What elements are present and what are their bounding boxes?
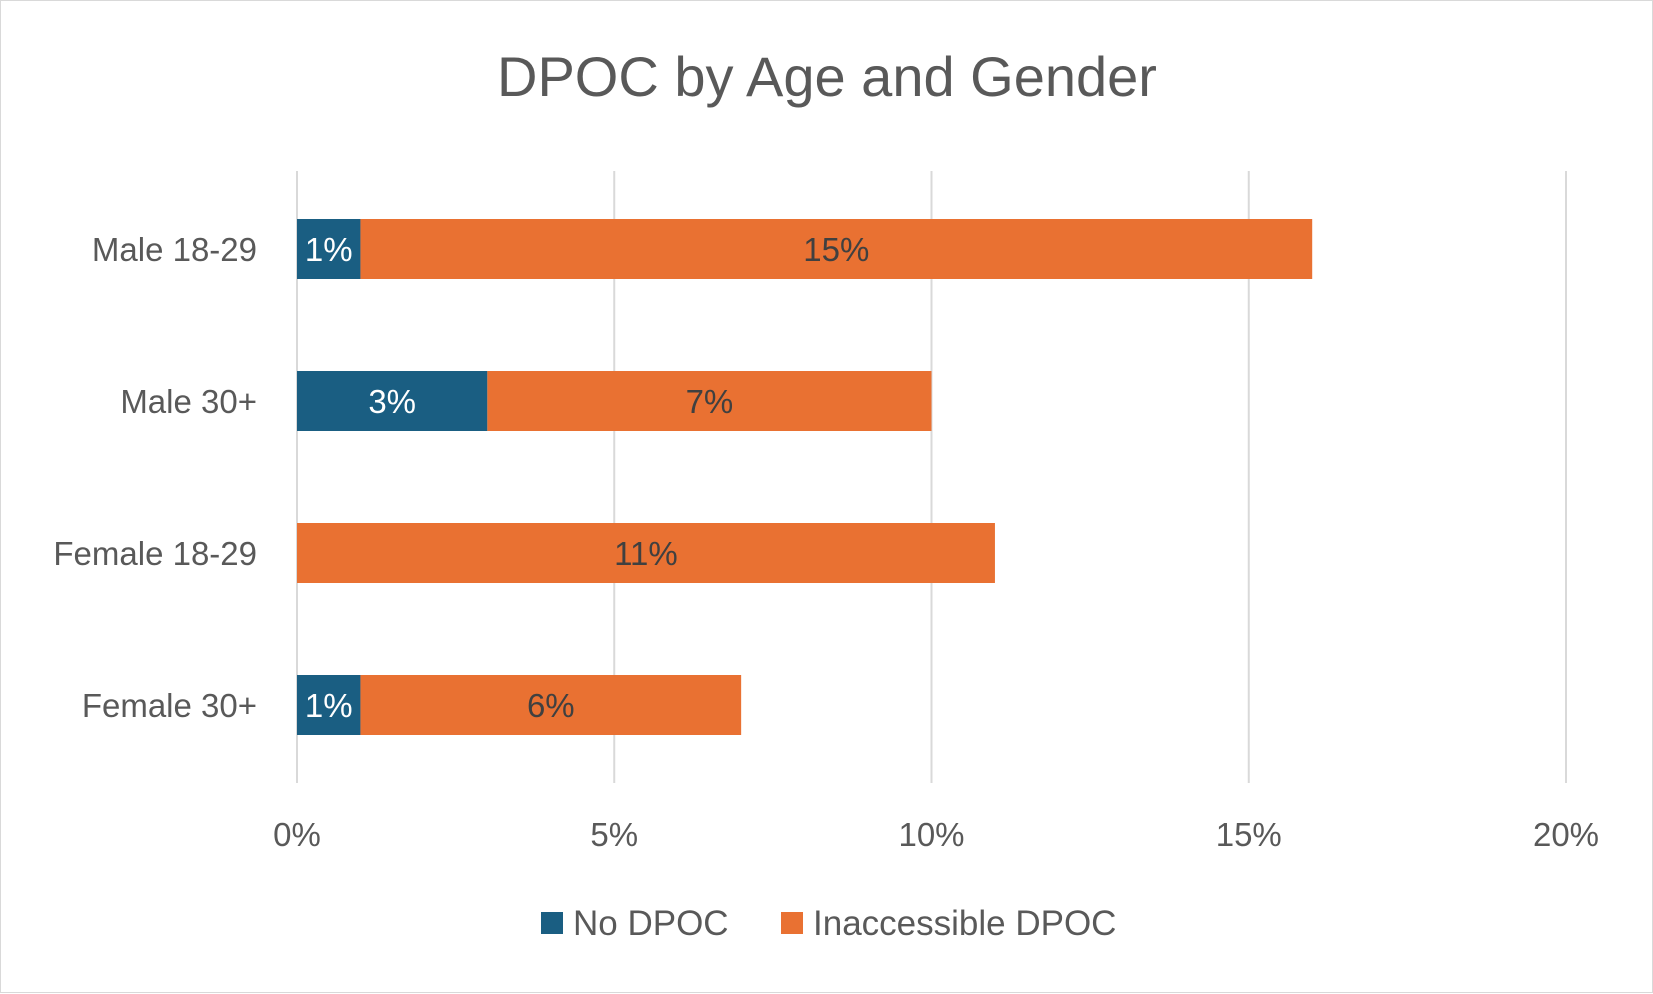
data-label: 1% (305, 231, 353, 268)
x-tick-label: 0% (273, 816, 321, 853)
data-label: 11% (614, 535, 678, 572)
category-label: Male 18-29 (92, 231, 257, 268)
data-label: 15% (803, 231, 869, 268)
chart-title: DPOC by Age and Gender (497, 45, 1157, 108)
bars: 1% 15% 3% 7% 11% 1% 6% (297, 219, 1313, 735)
category-label: Male 30+ (120, 383, 257, 420)
legend-label: No DPOC (573, 904, 729, 943)
data-label: 1% (305, 687, 353, 724)
legend-label: Inaccessible DPOC (813, 904, 1116, 943)
data-label: 7% (686, 383, 734, 420)
data-label: 3% (368, 383, 416, 420)
x-tick-labels: 0% 5% 10% 15% 20% (273, 816, 1599, 853)
x-tick-label: 5% (590, 816, 638, 853)
bar-segment (360, 675, 742, 735)
x-tick-label: 15% (1216, 816, 1282, 853)
x-tick-label: 10% (898, 816, 964, 853)
data-label: 6% (527, 687, 575, 724)
category-label: Female 30+ (82, 687, 257, 724)
legend: No DPOC Inaccessible DPOC (541, 904, 1116, 943)
bar-segment (297, 219, 361, 279)
bar-segment (297, 371, 488, 431)
bar-segment (487, 371, 932, 431)
legend-swatch (781, 912, 803, 934)
x-tick-label: 20% (1533, 816, 1599, 853)
legend-swatch (541, 912, 563, 934)
category-label: Female 18-29 (53, 535, 257, 572)
bar-segment (360, 219, 1313, 279)
bar-segment (297, 675, 361, 735)
bar-segment (297, 523, 995, 583)
category-labels: Male 18-29 Male 30+ Female 18-29 Female 30+ (53, 231, 257, 724)
